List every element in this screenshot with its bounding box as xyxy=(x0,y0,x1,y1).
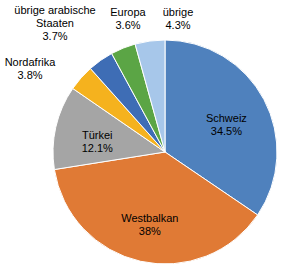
data-label: Westbalkan38% xyxy=(121,212,178,237)
data-label: Schweiz34.5% xyxy=(206,112,247,137)
slice-value: 3.6% xyxy=(115,19,140,31)
data-label: Türkei12.1% xyxy=(82,129,113,154)
slice-value: 3.7% xyxy=(42,30,67,42)
slice-value: 34.5% xyxy=(211,125,242,137)
slice-value: 3.8% xyxy=(17,69,42,81)
pie-slice xyxy=(135,40,165,152)
data-label: übrige arabischeStaaten3.7% xyxy=(14,4,95,42)
data-label: Nordafrika3.8% xyxy=(5,56,57,81)
slice-value: 12.1% xyxy=(82,142,113,154)
slice-name: Staaten xyxy=(36,17,74,29)
slice-name: Nordafrika xyxy=(5,56,57,68)
data-label: übrige4.3% xyxy=(163,6,194,31)
slice-name: Schweiz xyxy=(206,112,247,124)
slice-value: 38% xyxy=(139,225,161,237)
slice-name: Westbalkan xyxy=(121,212,178,224)
slice-name: Türkei xyxy=(82,129,113,141)
data-label: Europa3.6% xyxy=(110,6,146,31)
pie xyxy=(53,40,277,264)
slice-name: übrige xyxy=(163,6,194,18)
slice-value: 4.3% xyxy=(165,19,190,31)
slice-name: übrige arabische xyxy=(14,4,95,16)
chart: Schweiz34.5% Westbalkan38% Türkei12.1% Nord… xyxy=(0,0,287,268)
slice-name: Europa xyxy=(110,6,146,18)
pie-slice xyxy=(54,152,257,264)
